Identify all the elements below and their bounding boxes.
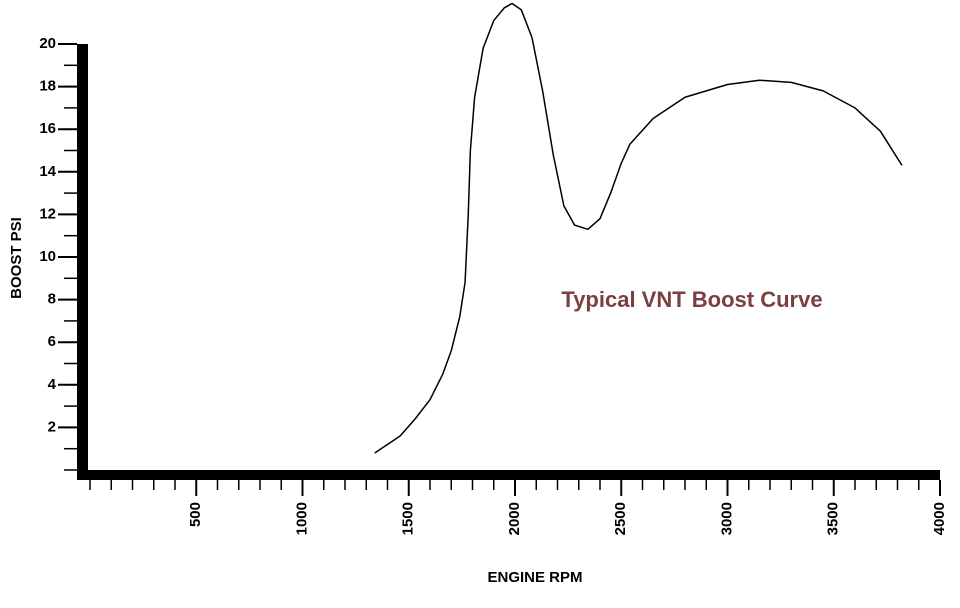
x-tick-label: 1500 [400, 502, 417, 535]
x-axis-label: ENGINE RPM [487, 569, 582, 586]
y-axis-label: BOOST PSI [8, 217, 25, 299]
x-axis [77, 470, 940, 480]
y-tick-label: 10 [39, 248, 56, 265]
y-tick-label: 6 [48, 333, 56, 350]
x-tick-label: 3500 [825, 502, 842, 535]
y-tick-label: 12 [39, 205, 56, 222]
x-tick-label: 500 [187, 502, 204, 527]
x-tick-label: 4000 [931, 502, 948, 535]
annotation: Typical VNT Boost Curve [561, 287, 822, 312]
y-axis [77, 44, 88, 480]
y-tick-label: 8 [48, 291, 56, 308]
line [374, 2, 903, 454]
y-tick-label: 20 [39, 35, 56, 52]
y-tick-label: 16 [39, 120, 56, 137]
x-tick-label: 2500 [612, 502, 629, 535]
y-tick-label: 2 [48, 418, 56, 435]
x-tick-label: 1000 [293, 502, 310, 535]
y-tick-label: 4 [48, 376, 57, 393]
y-tick-label: 18 [39, 78, 56, 95]
y-tick-label: 14 [39, 163, 56, 180]
x-tick-label: 3000 [718, 502, 735, 535]
x-tick-label: 2000 [506, 502, 523, 535]
